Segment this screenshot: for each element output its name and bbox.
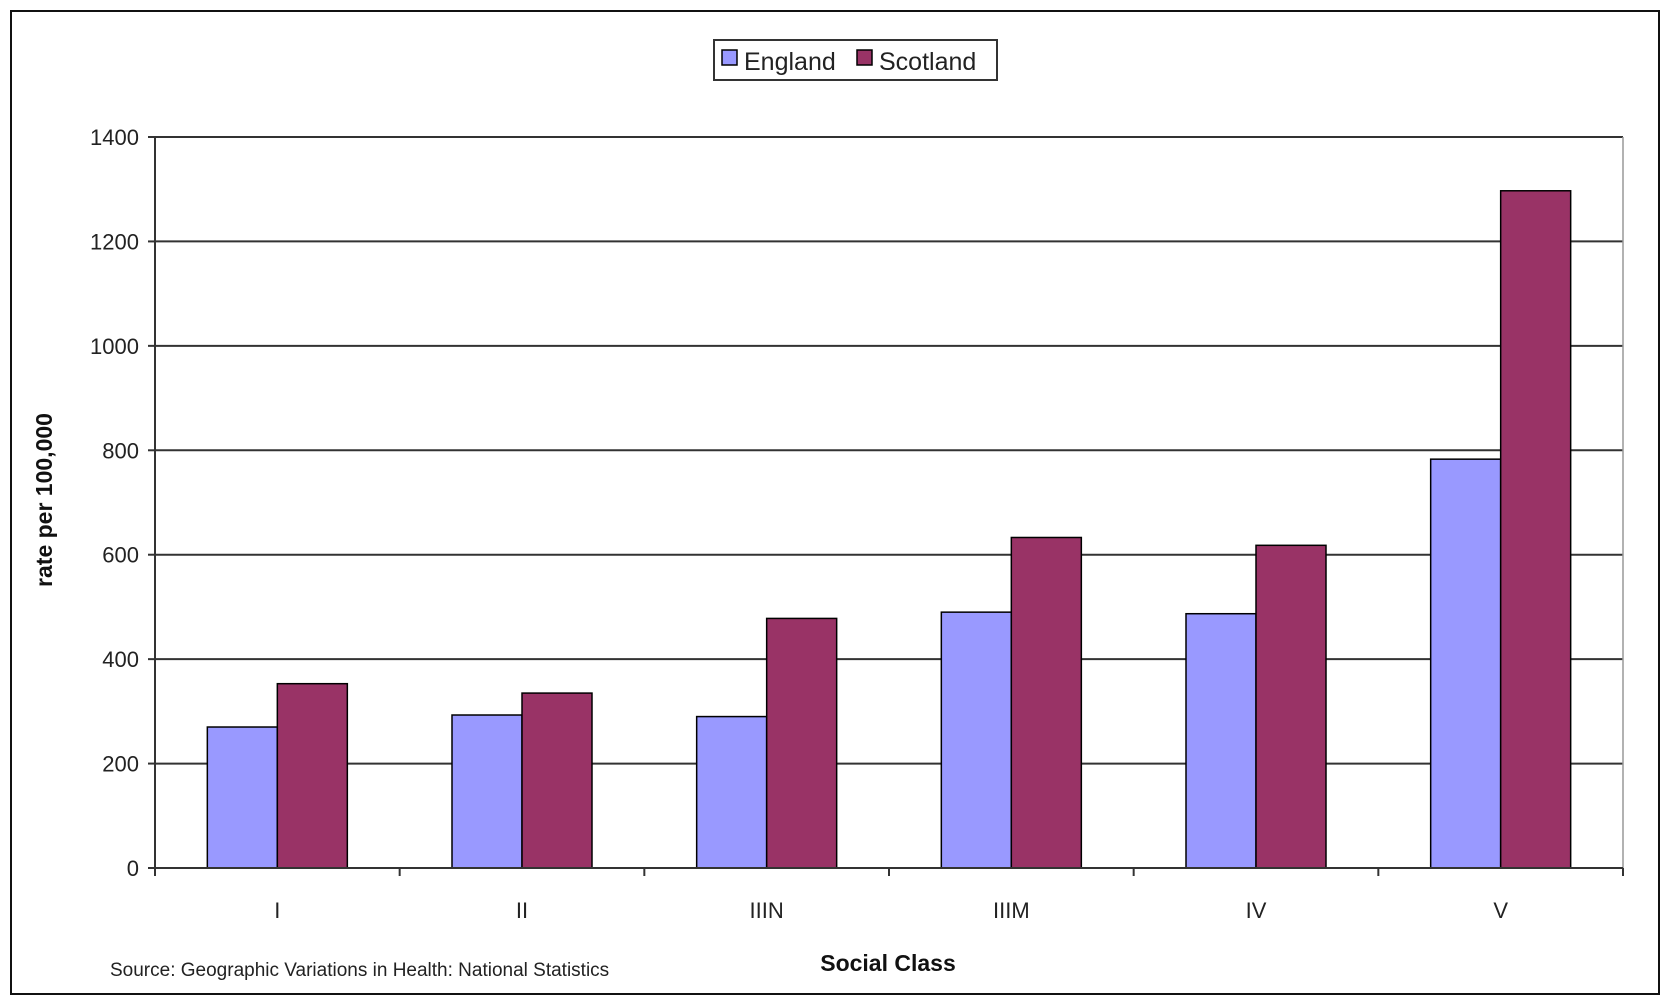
gridlines — [155, 136, 1624, 868]
legend-box — [713, 39, 998, 81]
bar-scotland-v — [1499, 190, 1572, 869]
bar-scotland-iv — [1255, 544, 1327, 869]
x-tick-labels: I II IIIN IIIM IV V — [274, 898, 1508, 923]
x-axis-title: Social Class — [820, 950, 956, 976]
y-tick-label: 400 — [102, 647, 139, 672]
x-tick-label: V — [1493, 898, 1508, 923]
x-tick-label: I — [274, 898, 280, 923]
bar-england-iv — [1185, 612, 1257, 869]
bar-england-ii — [451, 714, 523, 869]
bar-scotland-iiim — [1010, 536, 1083, 869]
axes — [148, 136, 1624, 876]
y-tick-label: 600 — [102, 543, 139, 568]
y-tick-label: 1000 — [90, 334, 139, 359]
y-tick-label: 0 — [127, 856, 139, 881]
y-tick-labels: 0 200 400 600 800 1000 1200 1400 — [90, 125, 139, 881]
source-note: Source: Geographic Variations in Health:… — [110, 960, 609, 981]
bar-england-iiin — [695, 715, 768, 869]
x-tick-label: IIIM — [993, 898, 1030, 923]
x-tick-label: IIIN — [750, 898, 784, 923]
bar-england-v — [1429, 458, 1502, 869]
x-tick-label: IV — [1246, 898, 1267, 923]
bars — [206, 190, 1572, 869]
bar-scotland-i — [276, 682, 349, 869]
legend-swatch-england — [721, 49, 738, 66]
bar-scotland-iiin — [765, 617, 838, 869]
y-tick-label: 1400 — [90, 125, 139, 150]
legend: England Scotland — [713, 39, 998, 81]
y-tick-label: 800 — [102, 438, 139, 463]
bar-england-iiim — [940, 611, 1013, 869]
y-tick-label: 1200 — [90, 229, 139, 254]
y-tick-label: 200 — [102, 752, 139, 777]
bar-england-i — [206, 726, 279, 869]
x-tick-label: II — [516, 898, 528, 923]
legend-label-scotland: Scotland — [879, 48, 976, 76]
bar-scotland-ii — [521, 692, 593, 869]
legend-swatch-scotland — [856, 49, 873, 66]
legend-label-england: England — [744, 48, 836, 76]
y-axis-title: rate per 100,000 — [31, 413, 57, 587]
